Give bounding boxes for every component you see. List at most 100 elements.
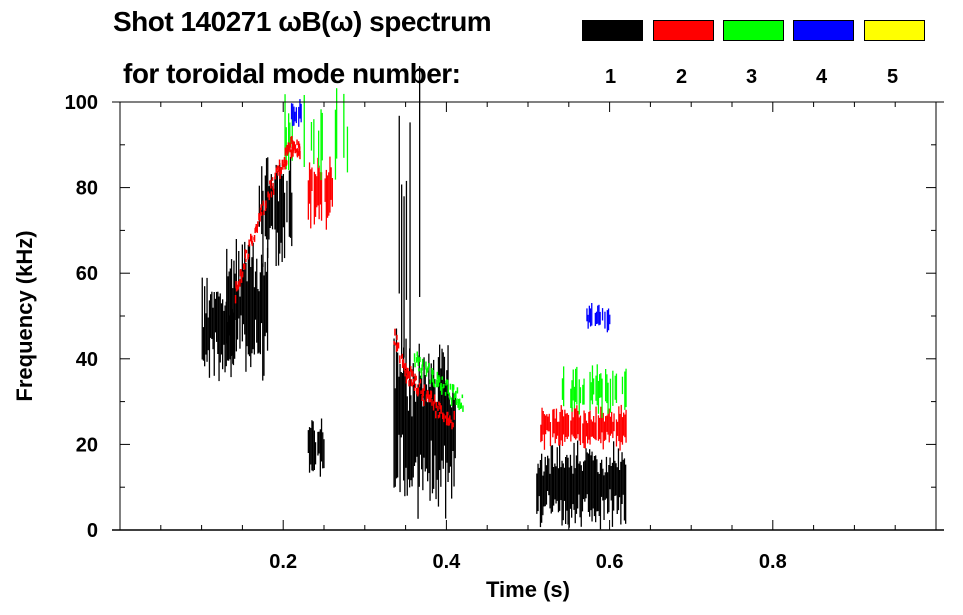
spectrum-stroke [589,308,592,327]
chart-title-line2: for toroidal mode number: [123,58,461,89]
spectrum-stroke [263,210,265,216]
spectrum-stroke [409,122,411,400]
chart-title-line1: Shot 140271 ωB(ω) spectrum [113,6,492,37]
spectrum-stroke [401,353,403,359]
spectrum-stroke [235,281,237,289]
spectrum-stroke [296,139,298,146]
spectrum-stroke [596,459,598,512]
mode-1-region [536,440,627,530]
spectrum-stroke [267,157,269,259]
spectrum-stroke [425,394,428,402]
spectrum-stroke [561,378,564,400]
spectrum-stroke [428,353,430,474]
spectrum-stroke [548,413,550,432]
spectrum-stroke [319,172,321,205]
spectrum-stroke [621,376,624,395]
spectrum-stroke [274,172,276,180]
spectrum-stroke [620,404,622,443]
spectrum-stroke [441,348,443,461]
spectrum-stroke [559,412,561,445]
spectrum-stroke [275,164,277,266]
spectrum-stroke [298,106,300,127]
spectrum-stroke [289,143,292,148]
legend-label-mode-4: 4 [815,66,828,88]
spectrum-stroke [608,408,610,443]
spectrum-stroke [401,373,404,435]
spectrum-stroke [600,373,602,398]
mode-4-region [586,303,611,333]
spectrum-stroke [606,374,608,404]
spectrum-stroke [538,467,540,497]
spectrum-stroke [545,415,547,435]
spectrum-stroke [230,259,233,356]
spectrum-stroke [329,156,331,213]
spectrum-stroke [244,249,247,259]
spectrum-stroke [260,211,263,216]
spectrum-stroke [210,294,212,338]
spectrum-stroke [260,204,262,210]
spectrum-stroke [307,180,309,220]
spectrum-stroke [547,455,549,491]
spectrum-stroke [346,126,349,173]
spectrum-stroke [625,368,627,408]
spectrum-stroke [325,169,327,230]
spectrum-stroke [605,456,608,499]
spectrum-stroke [572,417,574,437]
spectrum-stroke [418,382,421,388]
spectrum-stroke [433,394,436,403]
spectrum-stroke [394,328,396,336]
spectrum-stroke [427,391,429,399]
spectrum-stroke [412,363,414,478]
spectrum-stroke [588,305,590,323]
spectrum-stroke [561,409,564,446]
spectrum-stroke [229,268,231,360]
spectrum-stroke [537,463,539,512]
spectrum-stroke [442,352,444,469]
spectrum-stroke [277,169,279,176]
spectrum-stroke [290,103,293,120]
spectrum-stroke [245,258,247,263]
spectrum-stroke [266,247,269,351]
spectrum-stroke [567,414,570,437]
spectrum-stroke [625,464,627,524]
spectrum-stroke [457,398,460,404]
spectrum-stroke [542,475,544,516]
spectrum-stroke [575,455,578,514]
spectrum-stroke [444,415,447,419]
spectrum-stroke [587,314,589,329]
spectrum-stroke [572,473,574,505]
spectrum-stroke [597,472,599,512]
spectrum-stroke [213,292,215,376]
spectrum-stroke [544,456,546,507]
spectrum-stroke [448,392,451,397]
spectrum-stroke [406,396,408,496]
spectrum-stroke [258,185,260,227]
mode-2-track [234,136,301,304]
spectrum-marks [201,66,627,530]
spectrum-stroke [405,180,408,300]
spectrum-stroke [541,407,543,441]
spectrum-stroke [603,421,606,441]
spectrum-stroke [546,414,548,431]
spectrum-stroke [594,312,596,326]
spectrum-stroke [402,359,405,366]
legend-label-mode-2: 2 [675,66,688,88]
spectrum-stroke [415,388,418,395]
spectrum-stroke [595,375,597,401]
spectrum-stroke [624,414,626,438]
spectrum-stroke [583,378,585,405]
spectrum-stroke [591,421,594,437]
spectrum-stroke [540,424,542,443]
spectrum-stroke [316,176,318,208]
spectrum-stroke [262,190,264,267]
spectrum-stroke [317,431,319,456]
spectrum-stroke [245,249,248,254]
spectrum-stroke [272,188,275,195]
spectrum-stroke [445,380,447,386]
spectrum-stroke [623,458,626,521]
spectrum-stroke [291,136,293,142]
spectrum-stroke [431,374,434,383]
spectrum-stroke [551,445,554,512]
spectrum-stroke [423,384,426,391]
